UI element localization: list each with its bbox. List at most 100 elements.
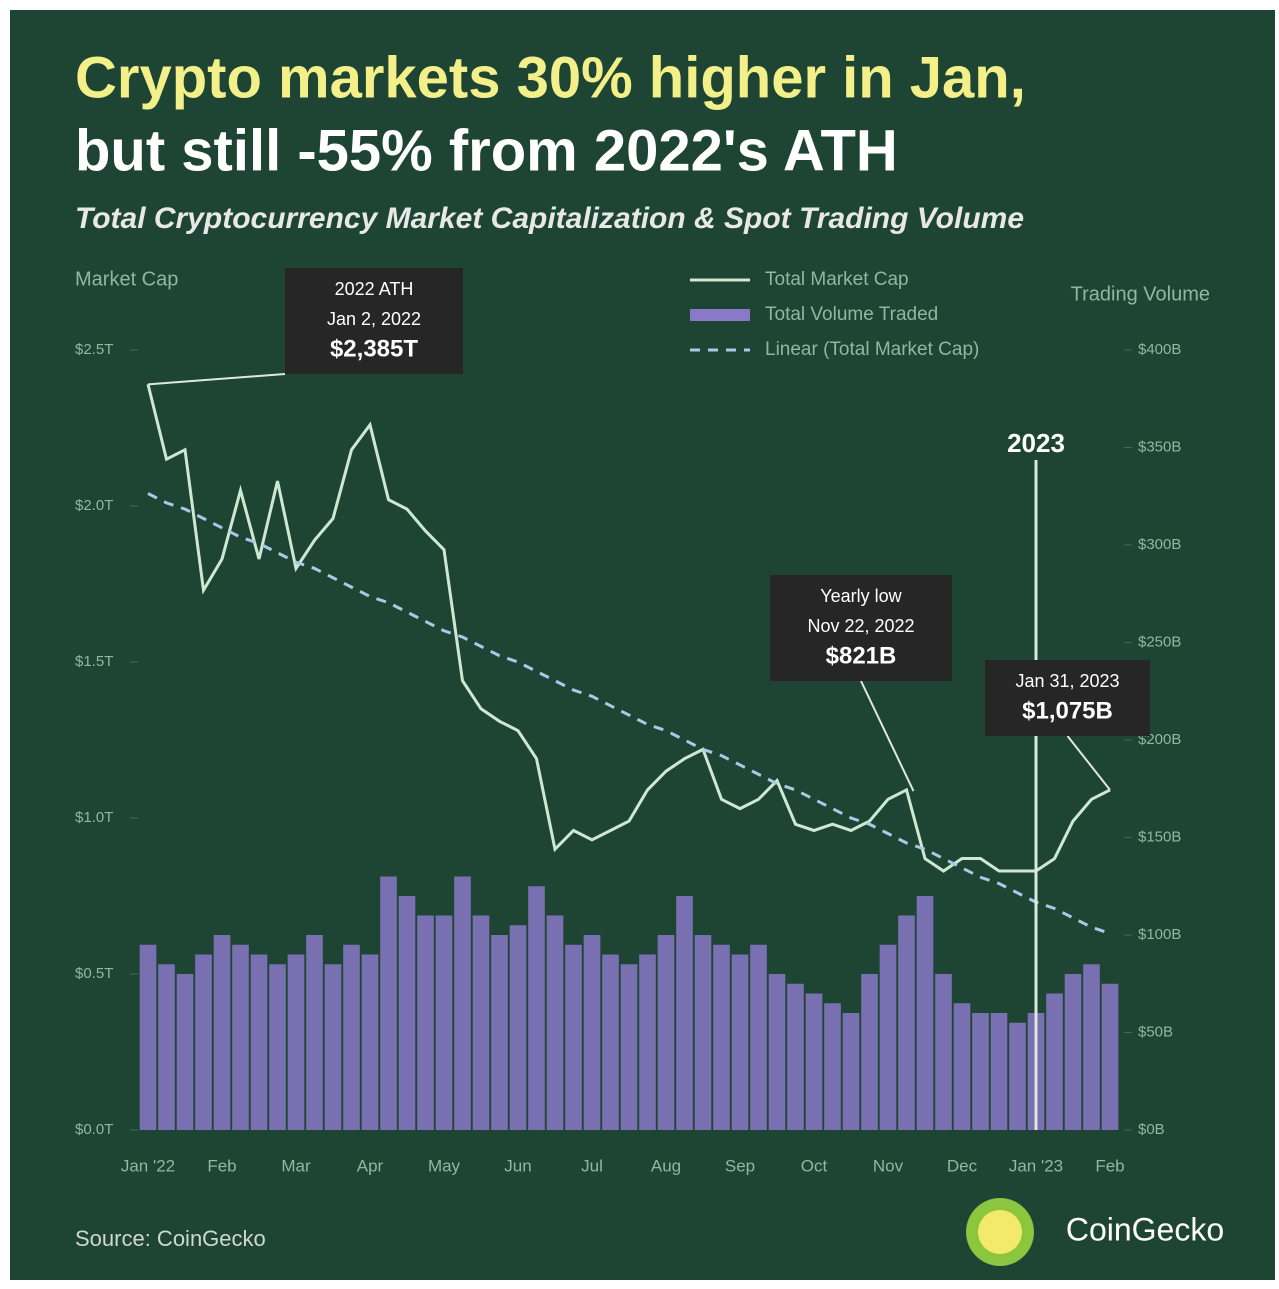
- volume-bar: [879, 944, 897, 1130]
- y2-tick-label: $0B: [1138, 1121, 1165, 1138]
- logo-inner: [978, 1210, 1022, 1254]
- volume-bar: [232, 944, 249, 1130]
- volume-bar: [657, 935, 675, 1130]
- callout-box: [985, 660, 1150, 736]
- volume-bar: [768, 974, 786, 1130]
- volume-bar: [861, 974, 878, 1130]
- callout-box: [285, 268, 463, 374]
- y2-axis-label: Trading Volume: [1071, 283, 1210, 305]
- callout-text: $821B: [826, 642, 897, 669]
- x-tick-label: Nov: [873, 1156, 904, 1175]
- volume-bar: [639, 954, 656, 1130]
- volume-bar: [158, 964, 175, 1130]
- volume-bar: [454, 876, 471, 1130]
- callout-text: Nov 22, 2022: [807, 616, 914, 636]
- y-tick-label: $1.0T: [75, 809, 113, 826]
- volume-bar: [824, 1003, 841, 1130]
- volume-bar: [620, 964, 638, 1130]
- volume-bar: [1046, 993, 1063, 1130]
- volume-bar: [213, 935, 231, 1130]
- volume-bar: [491, 935, 508, 1130]
- volume-bar: [139, 944, 157, 1130]
- callout-text: Jan 31, 2023: [1015, 671, 1119, 691]
- y-tick-label: $2.0T: [75, 497, 113, 514]
- y2-tick-label: $150B: [1138, 828, 1181, 845]
- x-tick-label: Apr: [357, 1156, 384, 1175]
- legend-label: Total Volume Traded: [765, 304, 938, 325]
- x-tick-label: Feb: [207, 1156, 236, 1175]
- market-cap-line: [146, 383, 1111, 873]
- y2-tick-label: $100B: [1138, 926, 1181, 943]
- volume-bar: [1083, 964, 1100, 1130]
- x-tick-label: Aug: [651, 1156, 681, 1175]
- volume-bar: [1101, 983, 1119, 1130]
- volume-bar: [1009, 1022, 1026, 1130]
- volume-bar: [583, 935, 601, 1130]
- title-line-1: Crypto markets 30% higher in Jan,: [75, 45, 1026, 110]
- volume-bar: [842, 1013, 860, 1130]
- volume-bar: [990, 1013, 1008, 1130]
- volume-bar: [953, 1003, 971, 1130]
- volume-bar: [787, 983, 804, 1130]
- y-tick-label: $1.5T: [75, 653, 113, 670]
- y2-tick-label: $400B: [1138, 341, 1181, 358]
- x-tick-label: Jan '23: [1009, 1156, 1063, 1175]
- volume-bar: [343, 944, 360, 1130]
- volume-bar: [435, 915, 453, 1130]
- subtitle: Total Cryptocurrency Market Capitalizati…: [75, 202, 1024, 235]
- callout-pointer: [1066, 735, 1111, 791]
- title-line-2: but still -55% from 2022's ATH: [75, 118, 898, 183]
- volume-bar: [380, 876, 397, 1130]
- volume-bar: [324, 964, 342, 1130]
- volume-bar: [713, 944, 730, 1130]
- x-tick-label: Jun: [504, 1156, 531, 1175]
- callout-box: [770, 575, 952, 681]
- callout-pointer: [147, 373, 286, 386]
- volume-bar: [269, 964, 286, 1130]
- volume-bar: [509, 925, 527, 1130]
- volume-bar: [528, 886, 545, 1130]
- legend-label: Linear (Total Market Cap): [765, 339, 979, 360]
- x-tick-label: Feb: [1095, 1156, 1124, 1175]
- x-tick-label: May: [428, 1156, 461, 1175]
- volume-bar: [1064, 974, 1082, 1130]
- brand: CoinGecko: [1066, 1211, 1224, 1247]
- volume-bar: [176, 974, 194, 1130]
- volume-bar: [602, 954, 619, 1130]
- y2-tick-label: $250B: [1138, 633, 1181, 650]
- x-tick-label: Mar: [281, 1156, 311, 1175]
- volume-bar: [972, 1013, 989, 1130]
- callout-text: 2022 ATH: [335, 279, 414, 299]
- volume-bar: [398, 896, 416, 1130]
- annotation: 2023: [1007, 428, 1065, 458]
- callout-text: Yearly low: [820, 586, 902, 606]
- y2-tick-label: $300B: [1138, 536, 1181, 553]
- callout-text: Jan 2, 2022: [327, 309, 421, 329]
- y-axis-label: Market Cap: [75, 268, 178, 290]
- x-tick-label: Oct: [801, 1156, 828, 1175]
- volume-bar: [676, 896, 693, 1130]
- volume-bar: [731, 954, 749, 1130]
- volume-bar: [750, 944, 767, 1130]
- source: Source: CoinGecko: [75, 1226, 266, 1251]
- volume-bar: [694, 935, 712, 1130]
- volume-bar: [935, 974, 952, 1130]
- legend-label: Total Market Cap: [765, 269, 909, 290]
- y2-tick-label: $50B: [1138, 1023, 1173, 1040]
- volume-bar: [565, 944, 582, 1130]
- volume-bar: [306, 935, 323, 1130]
- volume-bar: [287, 954, 305, 1130]
- legend-swatch: [690, 309, 750, 321]
- volume-bar: [250, 954, 268, 1130]
- y2-tick-label: $350B: [1138, 438, 1181, 455]
- volume-bar: [546, 915, 564, 1130]
- x-tick-label: Sep: [725, 1156, 755, 1175]
- callout-text: $2,385T: [330, 335, 418, 362]
- volume-bar: [361, 954, 379, 1130]
- y-tick-label: $0.5T: [75, 965, 113, 982]
- y-tick-label: $2.5T: [75, 341, 113, 358]
- volume-bar: [195, 954, 212, 1130]
- x-tick-label: Jul: [581, 1156, 603, 1175]
- volume-bar: [916, 896, 934, 1130]
